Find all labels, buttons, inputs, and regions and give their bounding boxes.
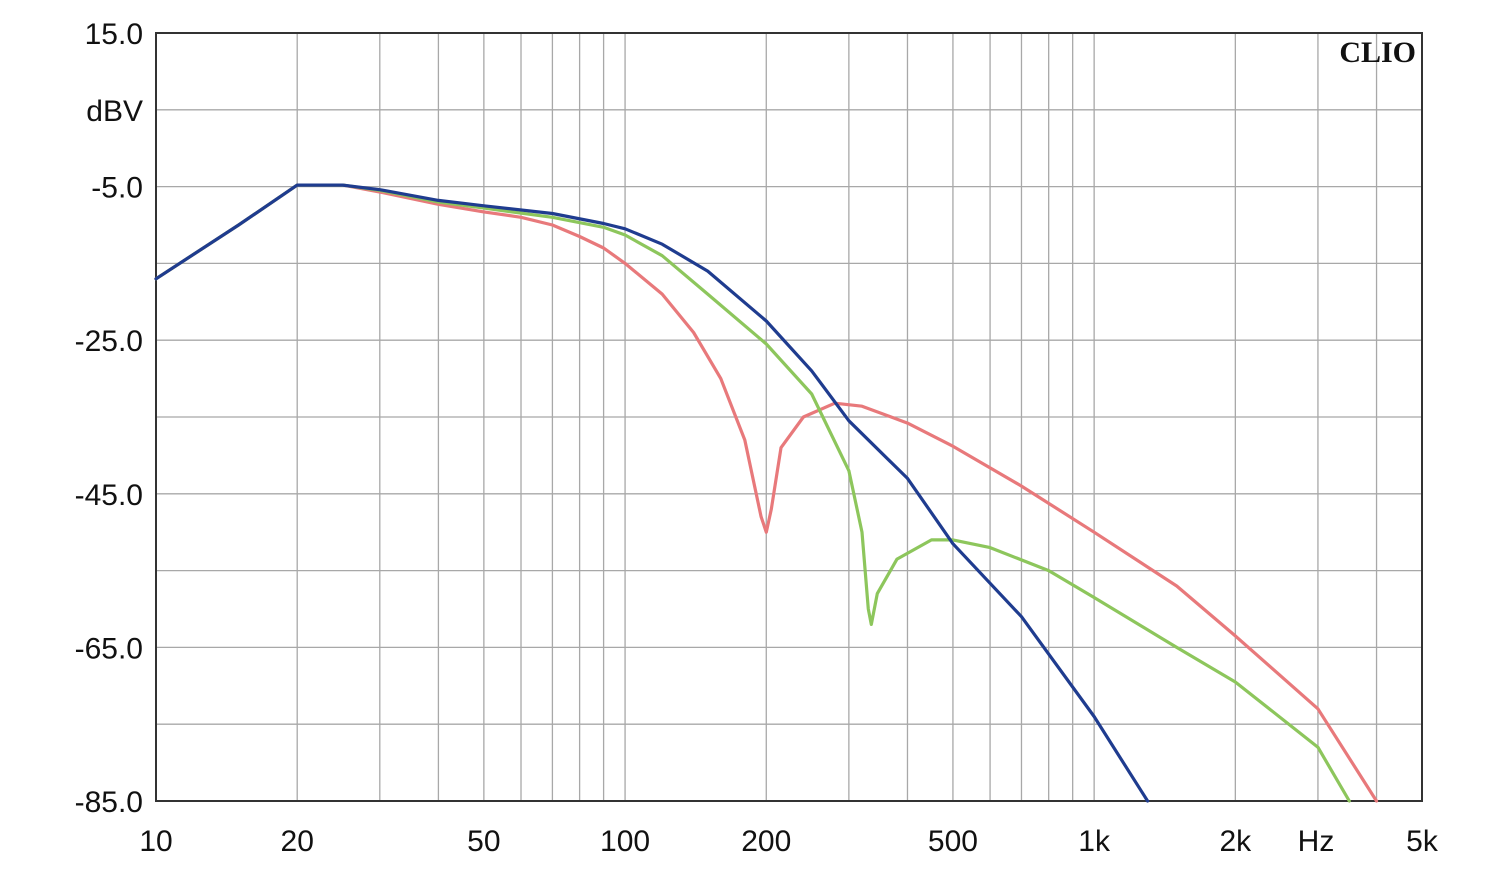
x-tick-label: 500 [928,825,978,858]
grid-lines [155,32,1423,802]
x-tick-label: 5k [1406,825,1439,858]
brand-label: CLIO [1339,36,1416,69]
y-tick-label: 15.0 [85,18,143,51]
series-line [154,183,1150,803]
y-tick-label: -25.0 [75,325,143,358]
series-line [154,183,1379,803]
x-tick-label: 1k [1078,825,1111,858]
series-lines [154,183,1379,803]
x-tick-label: 20 [281,825,314,858]
x-tick-label: 10 [139,825,172,858]
y-axis-unit-label: dBV [86,95,143,128]
y-tick-label: -65.0 [75,632,143,665]
x-tick-label: 50 [467,825,500,858]
x-tick-label: 2k [1219,825,1252,858]
y-tick-label: -45.0 [75,479,143,512]
x-tick-label: 100 [600,825,650,858]
y-tick-label: -85.0 [75,786,143,819]
axis-labels: 15.0 -5.0 -25.0 -45.0 -65.0 -85.0 10 20 50 100 200… [75,18,1439,858]
x-axis-unit-label: Hz [1298,825,1335,858]
series-line [154,183,1351,803]
y-tick-label: -5.0 [91,172,143,205]
plot-frame [155,32,1423,802]
x-tick-label: 200 [741,825,791,858]
